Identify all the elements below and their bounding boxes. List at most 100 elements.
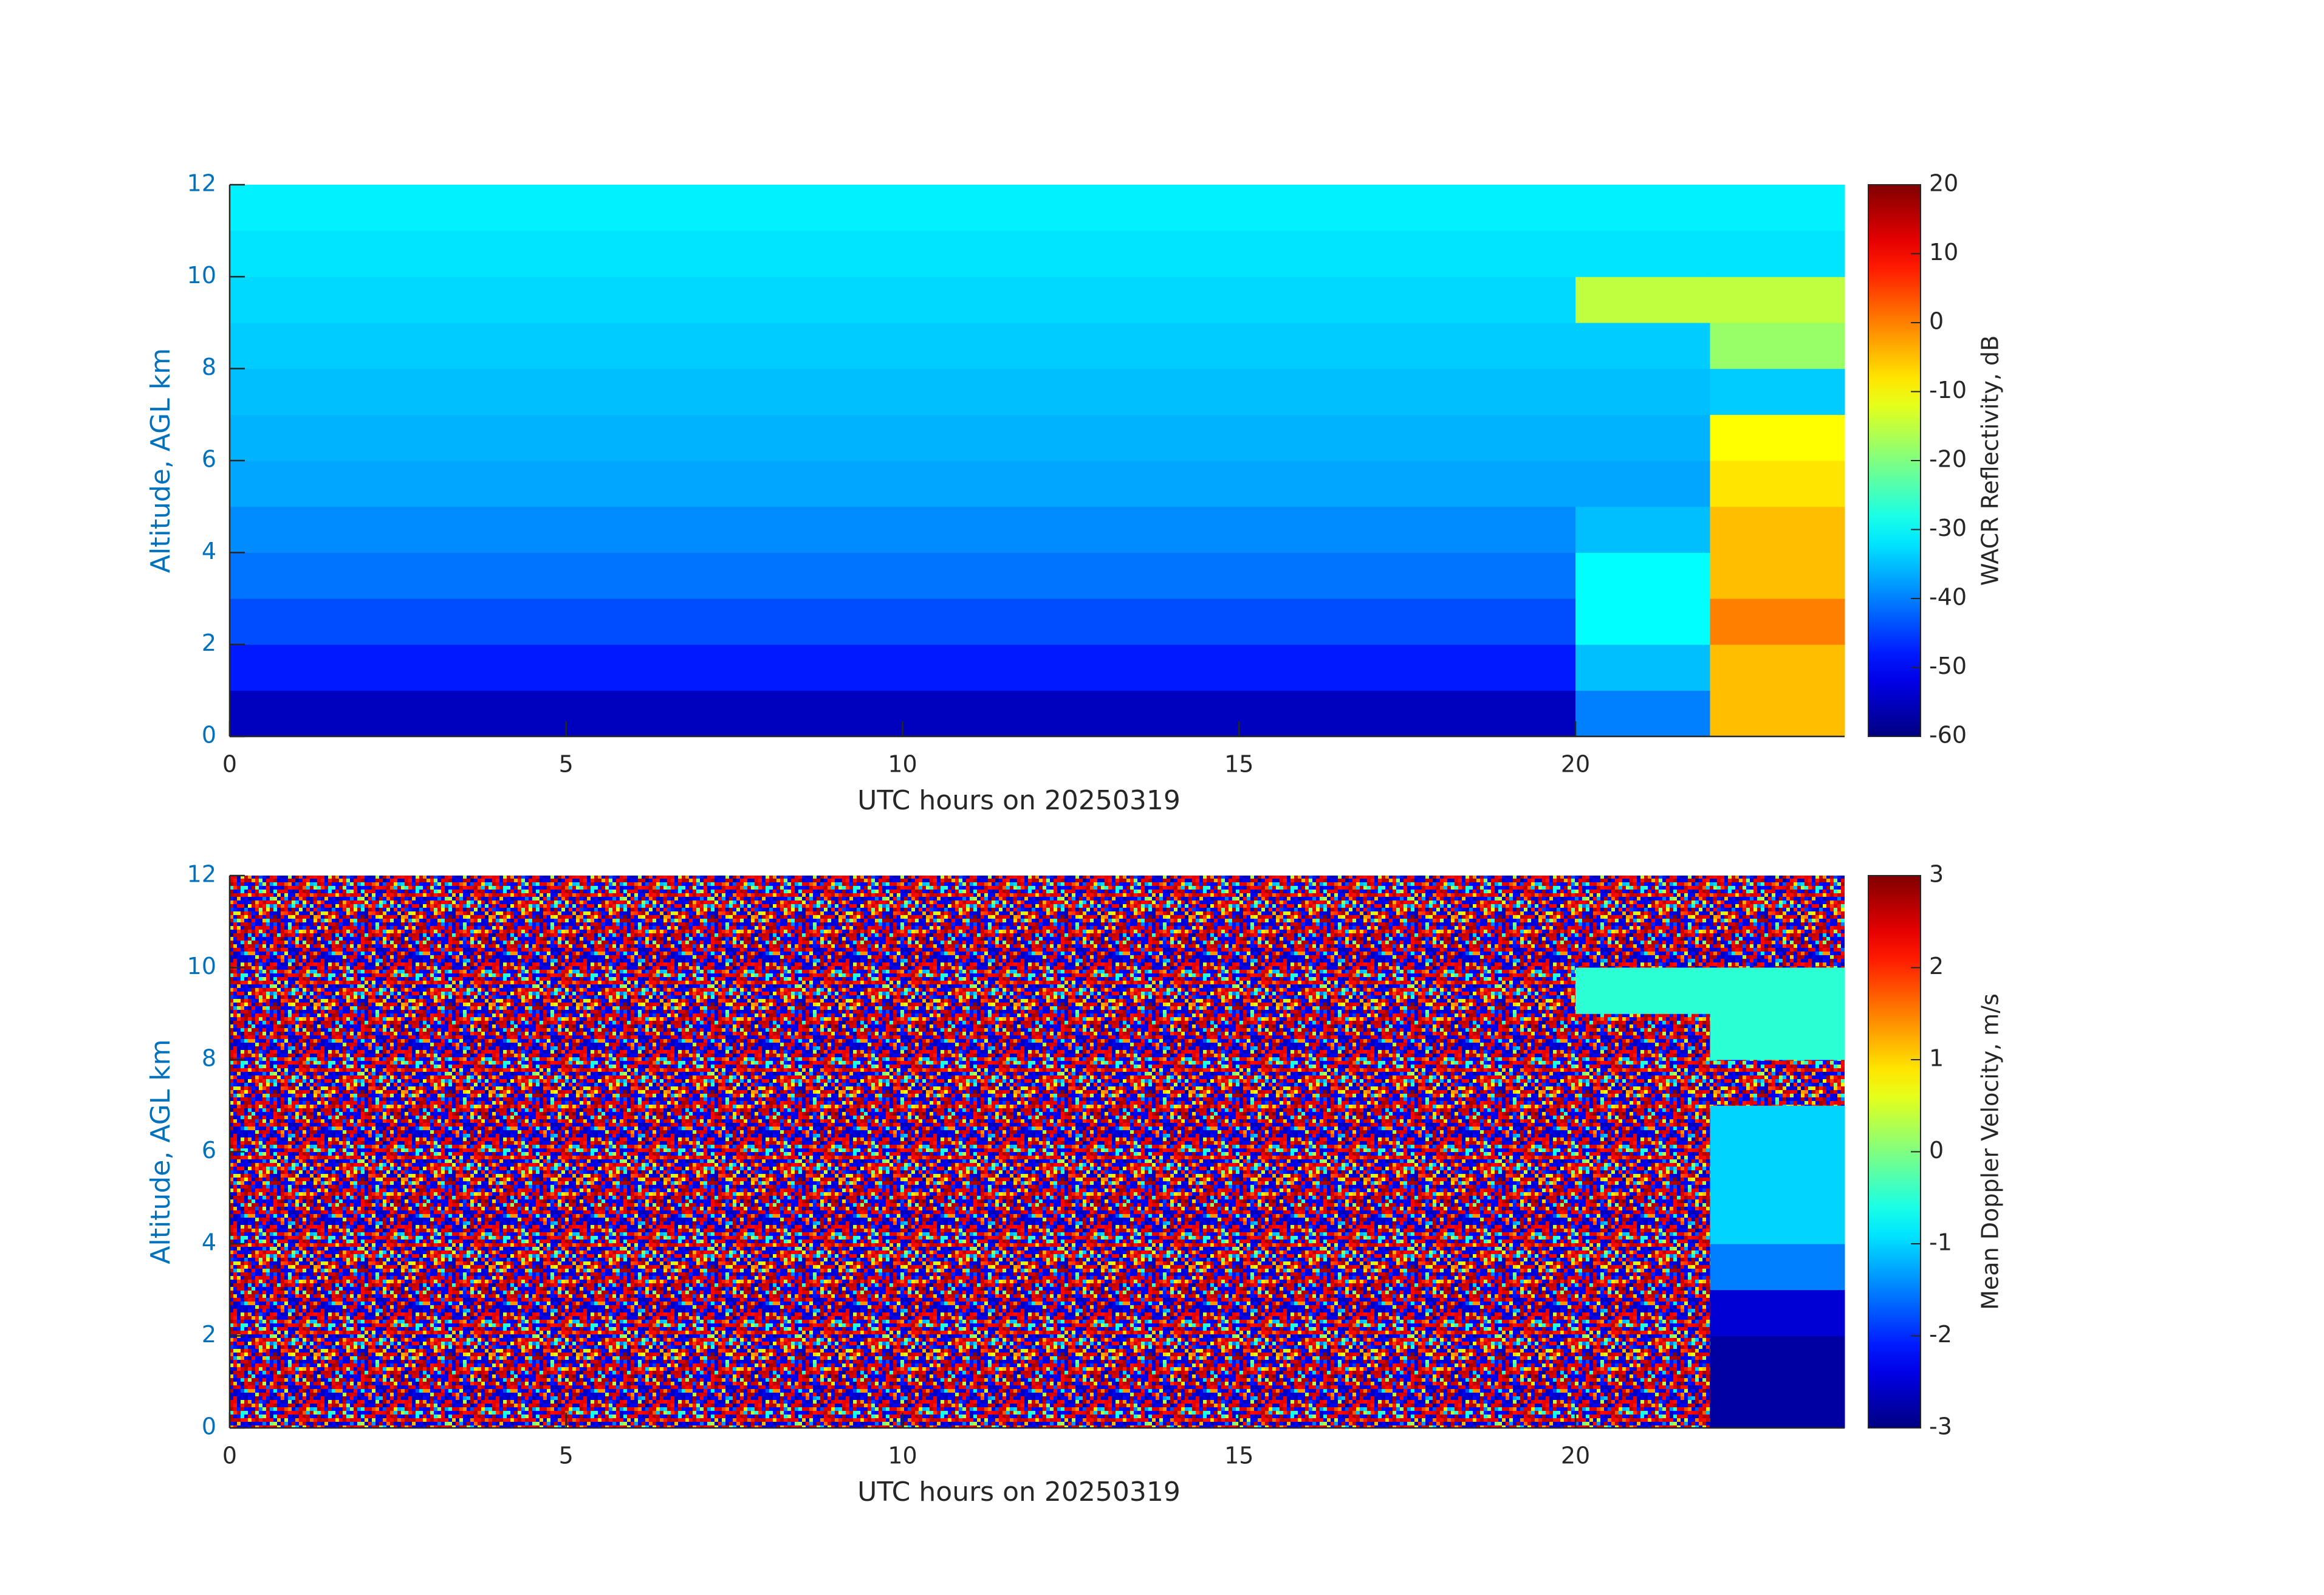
heatmap-cell xyxy=(1575,185,1710,232)
heatmap-cell xyxy=(768,552,903,599)
heatmap-cell xyxy=(1710,599,1845,645)
heatmap-cell xyxy=(499,230,634,277)
heatmap-cell xyxy=(230,690,365,737)
heatmap-cell xyxy=(633,461,769,507)
heatmap-cell xyxy=(902,644,1038,691)
heatmap-cell xyxy=(1710,1336,1845,1382)
x-tick-label: 0 xyxy=(222,1442,237,1469)
heatmap-cell xyxy=(1710,1151,1845,1198)
heatmap-cell xyxy=(633,230,769,277)
heatmap-cell xyxy=(1441,599,1576,645)
heatmap-cell xyxy=(364,461,499,507)
heatmap-cell xyxy=(1710,690,1845,737)
heatmap-cell xyxy=(768,461,903,507)
y-tick-label: 4 xyxy=(202,1229,216,1256)
heatmap-cell xyxy=(768,368,903,415)
heatmap-cell xyxy=(1171,368,1307,415)
x-tick-label: 10 xyxy=(888,751,917,778)
heatmap-cell xyxy=(364,552,499,599)
colorbar-tick-label: 2 xyxy=(1929,953,1944,979)
heatmap-cell xyxy=(1037,414,1172,461)
colorbar-tick-label: -10 xyxy=(1929,377,1967,403)
heatmap-cell xyxy=(364,690,499,737)
heatmap-cell xyxy=(1710,1014,1845,1060)
colorbar-tick-label: -20 xyxy=(1929,446,1967,473)
heatmap-cell xyxy=(1575,276,1710,323)
heatmap-cell xyxy=(633,414,769,461)
heatmap-cell xyxy=(902,230,1038,277)
heatmap-cell xyxy=(230,230,365,277)
heatmap-cell xyxy=(1710,1382,1845,1429)
heatmap-cell xyxy=(633,644,769,691)
y-axis-label: Altitude, AGL km xyxy=(145,348,176,573)
heatmap-cell xyxy=(768,323,903,369)
heatmap-cell xyxy=(1306,506,1441,553)
heatmap-cell xyxy=(230,644,365,691)
y-tick-label: 2 xyxy=(202,629,216,656)
y-tick-label: 12 xyxy=(187,170,216,197)
heatmap-cell xyxy=(1306,644,1441,691)
colorbar-tick-label: 0 xyxy=(1929,308,1944,335)
heatmap-cell xyxy=(1575,599,1710,645)
heatmap-cell xyxy=(364,185,499,232)
x-tick-label: 10 xyxy=(888,1442,917,1469)
heatmap-cell xyxy=(1441,368,1576,415)
heatmap-cell xyxy=(230,323,365,369)
y-tick-label: 6 xyxy=(202,446,216,473)
heatmap-cell xyxy=(499,185,634,232)
heatmap-cell xyxy=(1710,506,1845,553)
heatmap-cell xyxy=(768,185,903,232)
heatmap-cell xyxy=(902,276,1038,323)
heatmap-cell xyxy=(1037,599,1172,645)
heatmap-cell xyxy=(499,414,634,461)
heatmap-cell xyxy=(768,506,903,553)
heatmap-cell xyxy=(1171,185,1307,232)
heatmap-cell xyxy=(1441,323,1576,369)
heatmap-cell xyxy=(1710,276,1845,323)
heatmap-cell xyxy=(1575,506,1710,553)
heatmap-cell xyxy=(230,599,365,645)
heatmap-cell xyxy=(364,506,499,553)
heatmap-cell xyxy=(1710,230,1845,277)
heatmap-cell xyxy=(1171,552,1307,599)
heatmap-cell xyxy=(1037,506,1172,553)
heatmap-cell xyxy=(1441,552,1576,599)
heatmap-cell xyxy=(1441,461,1576,507)
heatmap-cell xyxy=(768,230,903,277)
heatmap-cell xyxy=(230,414,365,461)
heatmap-cell xyxy=(1037,185,1172,232)
heatmap-cell xyxy=(499,461,634,507)
y-tick-label: 12 xyxy=(187,861,216,888)
heatmap-cell xyxy=(1710,1105,1845,1152)
heatmap-cell xyxy=(1441,185,1576,232)
x-axis-label: UTC hours on 20250319 xyxy=(857,1477,1181,1508)
heatmap-cell xyxy=(1575,967,1710,1014)
heatmap-cell xyxy=(1306,461,1441,507)
heatmap-cell xyxy=(230,276,365,323)
heatmap-cell xyxy=(230,185,365,232)
colorbar-tick-label: 1 xyxy=(1929,1045,1944,1072)
heatmap-cell xyxy=(1306,276,1441,323)
colorbar-tick-label: -1 xyxy=(1929,1229,1952,1256)
heatmap-cell xyxy=(499,506,634,553)
heatmap-cell xyxy=(902,185,1038,232)
heatmap-cell xyxy=(1171,506,1307,553)
heatmap-cell xyxy=(1037,644,1172,691)
y-tick-label: 6 xyxy=(202,1137,216,1164)
heatmap-cell xyxy=(902,599,1038,645)
y-tick-label: 8 xyxy=(202,354,216,380)
x-tick-label: 20 xyxy=(1561,751,1590,778)
heatmap-cell xyxy=(633,506,769,553)
heatmap-cell xyxy=(499,599,634,645)
heatmap-cell xyxy=(1441,414,1576,461)
x-tick-label: 20 xyxy=(1561,1442,1590,1469)
colorbar-tick-label: 3 xyxy=(1929,861,1944,888)
heatmap-cell xyxy=(1037,461,1172,507)
heatmap-cell xyxy=(633,276,769,323)
heatmap-cell xyxy=(1171,644,1307,691)
heatmap-cell xyxy=(1171,599,1307,645)
heatmap-cell xyxy=(1575,323,1710,369)
heatmap-cell xyxy=(1441,506,1576,553)
heatmap-cell xyxy=(1306,552,1441,599)
